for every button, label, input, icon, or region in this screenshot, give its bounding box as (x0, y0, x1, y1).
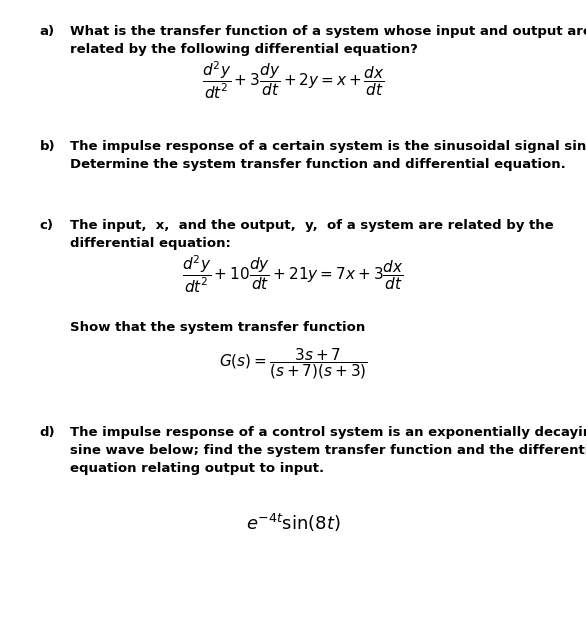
Text: d): d) (40, 426, 56, 439)
Text: sine wave below; find the system transfer function and the differential: sine wave below; find the system transfe… (70, 444, 586, 457)
Text: differential equation:: differential equation: (70, 237, 231, 250)
Text: $e^{-4t}\sin(8t)$: $e^{-4t}\sin(8t)$ (246, 512, 340, 534)
Text: b): b) (40, 140, 56, 153)
Text: Determine the system transfer function and differential equation.: Determine the system transfer function a… (70, 158, 566, 170)
Text: The impulse response of a control system is an exponentially decaying: The impulse response of a control system… (70, 426, 586, 439)
Text: $G(s)=\dfrac{3s+7}{(s+7)(s+3)}$: $G(s)=\dfrac{3s+7}{(s+7)(s+3)}$ (219, 347, 367, 381)
Text: What is the transfer function of a system whose input and output are: What is the transfer function of a syste… (70, 25, 586, 38)
Text: Show that the system transfer function: Show that the system transfer function (70, 321, 366, 333)
Text: The input,  x,  and the output,  y,  of a system are related by the: The input, x, and the output, y, of a sy… (70, 219, 554, 232)
Text: c): c) (40, 219, 54, 232)
Text: equation relating output to input.: equation relating output to input. (70, 462, 325, 474)
Text: $\dfrac{d^{2}y}{dt^{2}}+3\dfrac{dy}{dt}+2y=x+\dfrac{dx}{dt}$: $\dfrac{d^{2}y}{dt^{2}}+3\dfrac{dy}{dt}+… (202, 60, 384, 101)
Text: a): a) (40, 25, 55, 38)
Text: $\dfrac{d^{2}y}{dt^{2}}+10\dfrac{dy}{dt}+21y=7x+3\dfrac{dx}{dt}$: $\dfrac{d^{2}y}{dt^{2}}+10\dfrac{dy}{dt}… (182, 254, 404, 295)
Text: The impulse response of a certain system is the sinusoidal signal sin t.: The impulse response of a certain system… (70, 140, 586, 153)
Text: related by the following differential equation?: related by the following differential eq… (70, 43, 418, 56)
